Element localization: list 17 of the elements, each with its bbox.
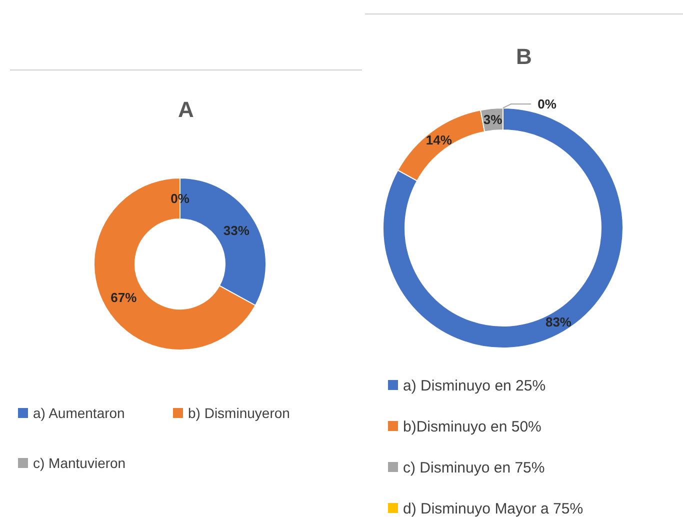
legend-label: c) Disminuyo en 75% bbox=[403, 459, 545, 476]
data-label: 67% bbox=[110, 290, 138, 305]
legend-label: d) Disminuyo Mayor a 75% bbox=[403, 500, 584, 517]
data-label: 3% bbox=[483, 112, 503, 128]
legend-label: b)Disminuyo en 50% bbox=[403, 418, 542, 436]
chart-title: B bbox=[516, 44, 532, 69]
data-label: 14% bbox=[426, 132, 452, 148]
legend-label: b) Disminuyeron bbox=[188, 404, 290, 421]
data-label: 83% bbox=[545, 314, 572, 330]
legend-label: c) Mantuvieron bbox=[33, 454, 126, 471]
data-label: 33% bbox=[223, 223, 250, 238]
text: 0% bbox=[170, 191, 190, 206]
text: 0% bbox=[538, 96, 556, 112]
legend-label: a) Disminuyo en 25% bbox=[403, 377, 546, 394]
legend-label: a) Aumentaron bbox=[33, 404, 125, 421]
chart-title: A bbox=[178, 97, 194, 122]
donut-slice bbox=[382, 108, 624, 348]
